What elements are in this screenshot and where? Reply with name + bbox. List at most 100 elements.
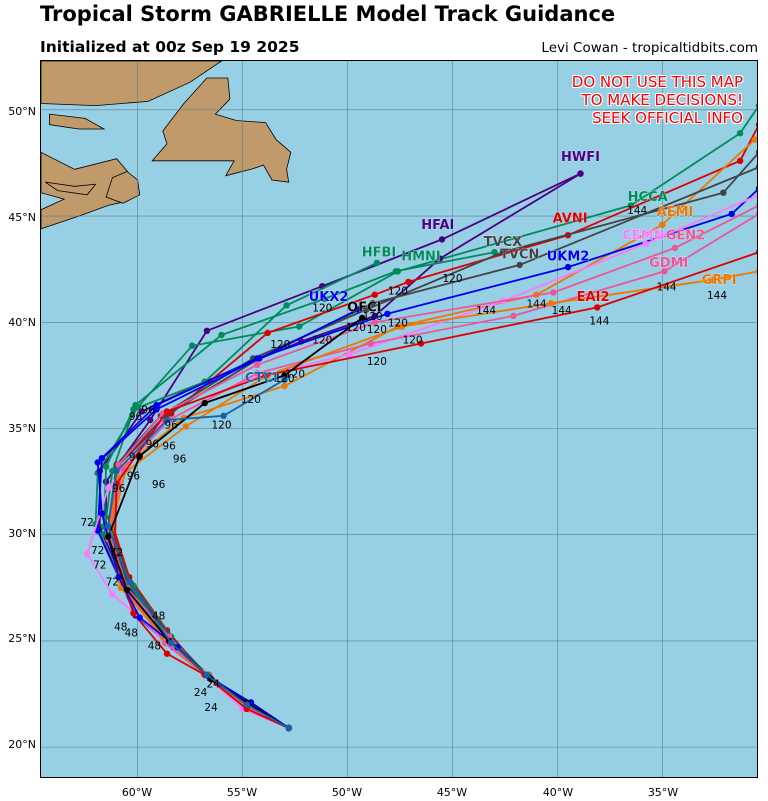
track-point: [736, 130, 744, 137]
track-point: [755, 164, 757, 170]
track-ukx2: [94, 306, 362, 732]
lon-tick-35: 35°W: [647, 786, 679, 799]
forecast-hour-label: 96: [112, 483, 126, 495]
forecast-hour-label: 120: [211, 420, 231, 432]
land-polygon: [151, 77, 292, 183]
model-label-tvcx: TVCX: [484, 235, 523, 250]
init-time: Initialized at 00z Sep 19 2025: [40, 38, 300, 56]
warning-line-1: DO NOT USE THIS MAP: [571, 73, 743, 91]
model-label-eai2: EAI2: [577, 290, 610, 305]
track-point: [417, 340, 425, 347]
model-label-ukm2: UKM2: [547, 250, 590, 265]
lon-tick-50: 50°W: [331, 786, 363, 799]
track-point: [398, 323, 406, 330]
track-point: [163, 408, 171, 415]
forecast-hour-label: 96: [129, 451, 143, 463]
track-line: [103, 261, 378, 729]
track-point: [254, 370, 261, 377]
forecast-hour-label: 48: [114, 621, 127, 633]
forecast-hour-label: 144: [627, 205, 647, 217]
land-polygon: [44, 181, 97, 196]
track-point: [577, 170, 584, 177]
forecast-hour-label: 96: [146, 439, 160, 451]
track-point: [359, 314, 366, 322]
lon-tick-60: 60°W: [121, 786, 153, 799]
lon-tick-40: 40°W: [542, 786, 574, 799]
credit: Levi Cowan - tropicaltidbits.com: [541, 40, 758, 56]
track-point: [755, 192, 757, 198]
forecast-hour-label: 120: [346, 322, 366, 334]
track-point: [113, 467, 120, 475]
forecast-hour-label: 96: [162, 441, 176, 453]
forecast-hour-label: 48: [125, 628, 138, 640]
track-point: [550, 289, 557, 296]
forecast-hour-label: 96: [127, 471, 141, 483]
model-label-ctci: CTCI: [245, 371, 278, 386]
grid-layer: [41, 61, 757, 777]
track-point: [548, 300, 555, 307]
land-layer: [41, 61, 292, 230]
lat-tick-30: 30°N: [8, 527, 36, 540]
track-point: [720, 189, 727, 196]
lat-tick-45: 45°N: [8, 211, 36, 224]
forecast-hour-label: 96: [173, 454, 187, 466]
track-point: [516, 261, 523, 269]
track-point: [94, 527, 101, 534]
track-point: [405, 278, 412, 286]
forecast-hour-label: 96: [141, 405, 155, 417]
track-point: [115, 574, 122, 581]
track-point: [243, 701, 250, 708]
track-point: [109, 591, 116, 598]
track-point: [755, 249, 757, 255]
track-point: [510, 312, 517, 320]
track-point: [136, 452, 143, 460]
model-label-gdmi: GDMI: [649, 256, 688, 271]
forecast-hour-label: 144: [707, 290, 727, 302]
track-point: [147, 416, 154, 424]
forecast-hour-label: 120: [285, 369, 305, 381]
lat-tick-40: 40°N: [8, 316, 36, 329]
track-point: [354, 306, 362, 313]
forecast-hour-label: 24: [204, 702, 218, 714]
track-point: [256, 355, 263, 362]
forecast-hour-label: 144: [526, 298, 546, 310]
track-point: [168, 639, 175, 647]
track-point: [438, 236, 446, 243]
forecast-hour-label: 120: [241, 394, 261, 406]
lon-tick-55: 55°W: [226, 786, 258, 799]
model-label-ukx2: UKX2: [309, 290, 349, 305]
model-label-gen2: GEN2: [666, 228, 705, 243]
forecast-hour-label: 120: [403, 335, 423, 347]
track-point: [321, 295, 328, 303]
track-point: [182, 423, 190, 430]
forecast-hour-label: 120: [270, 339, 290, 351]
track-point: [728, 210, 735, 218]
track-point: [254, 361, 261, 368]
track-point: [384, 310, 391, 317]
track-point: [659, 221, 666, 228]
track-point: [130, 610, 137, 617]
forecast-hour-label: 144: [657, 281, 677, 293]
track-point: [755, 211, 757, 217]
track-point: [642, 240, 649, 247]
model-label-cemn: CEMN: [622, 228, 664, 243]
track-line: [107, 378, 290, 729]
track-point: [105, 484, 112, 492]
track-point: [264, 329, 271, 337]
track-point: [220, 412, 227, 419]
track-point: [153, 406, 160, 413]
track-ofci: [105, 314, 366, 732]
track-point: [371, 319, 378, 326]
track-line: [107, 270, 757, 729]
forecast-hour-label: 120: [274, 373, 294, 385]
forecast-hour-label: 48: [148, 640, 161, 652]
forecast-hour-label: 96: [165, 420, 179, 432]
track-point: [105, 523, 112, 530]
track-point: [105, 533, 112, 540]
track-point: [281, 376, 288, 383]
track-point: [283, 302, 290, 309]
track-point: [564, 263, 572, 271]
track-point: [369, 300, 376, 307]
forecast-hour-label: 48: [152, 611, 165, 623]
track-point: [94, 459, 101, 466]
